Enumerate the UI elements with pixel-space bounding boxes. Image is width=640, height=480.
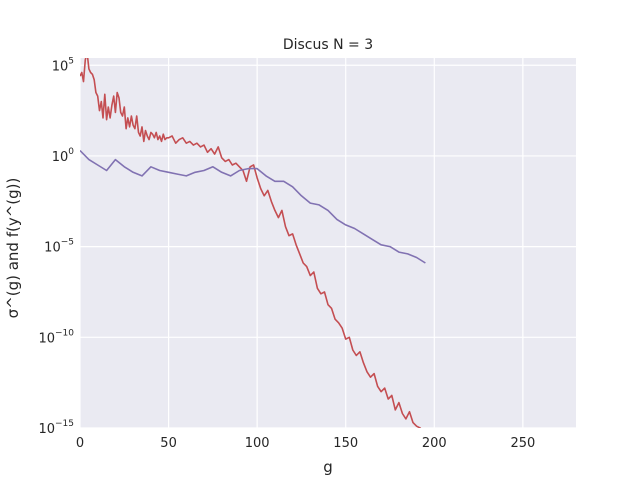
- grid-x: [79, 58, 524, 428]
- y-tick-label: 10−5: [44, 238, 74, 256]
- x-axis-label: g: [323, 458, 333, 476]
- y-tick-label: 105: [52, 56, 74, 74]
- plot-area: [80, 58, 576, 428]
- y-tick-labels: 105 100 10−5 10−10 10−15: [38, 56, 74, 437]
- x-tick-label: 0: [76, 436, 84, 451]
- chart-title: Discus N = 3: [283, 37, 373, 53]
- series-line-0: [80, 58, 422, 428]
- x-tick-label: 100: [245, 436, 270, 451]
- x-tick-label: 200: [422, 436, 447, 451]
- series-line-1: [80, 149, 426, 264]
- x-tick-label: 250: [510, 436, 535, 451]
- y-tick-label: 10−15: [38, 419, 74, 437]
- x-tick-label: 50: [160, 436, 177, 451]
- x-tick-labels: 0 50 100 150 200 250: [76, 436, 535, 451]
- x-tick-label: 150: [333, 436, 358, 451]
- y-tick-label: 10−10: [38, 328, 74, 346]
- y-axis-label: σ^(g) and f(y^(g)): [4, 178, 22, 319]
- series-layer: [80, 58, 426, 428]
- y-tick-label: 100: [52, 147, 75, 165]
- grid-y: [80, 64, 576, 429]
